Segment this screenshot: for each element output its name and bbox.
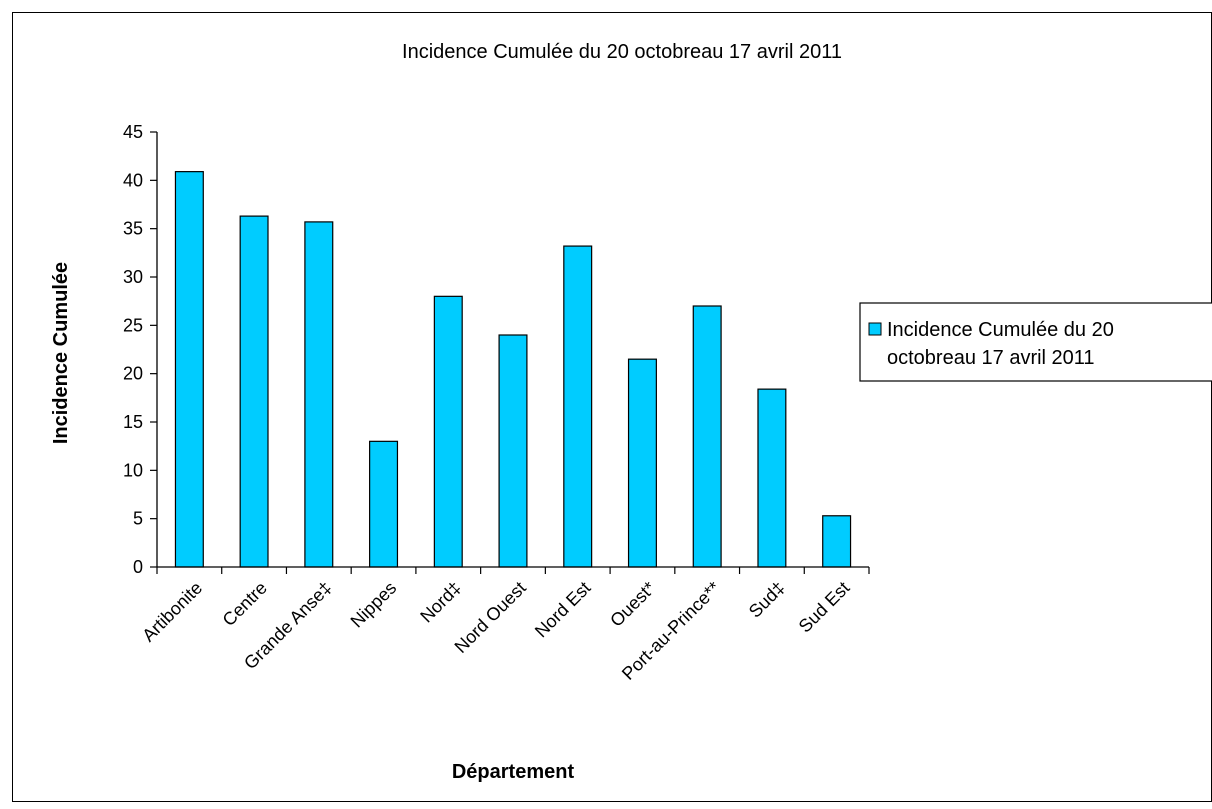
x-tick-label-6: Nord Est xyxy=(531,578,595,642)
bar-4 xyxy=(433,295,463,568)
axes-group xyxy=(150,131,870,574)
y-tick-label-0: 0 xyxy=(133,557,143,577)
legend-label-line-1: Incidence Cumulée du 20 xyxy=(887,319,1114,341)
bar-3 xyxy=(369,440,399,568)
x-axis-title: Département xyxy=(452,761,575,783)
bar-0 xyxy=(174,171,204,568)
y-tick-label-2: 10 xyxy=(123,460,143,480)
y-tick-label-5: 25 xyxy=(123,315,143,335)
y-tick-label-6: 30 xyxy=(123,267,143,287)
bar-2 xyxy=(304,221,334,568)
y-tick-labels: 0 5 10 15 20 25 30 35 40 45 xyxy=(123,122,143,577)
x-tick-label-9: Sud‡ xyxy=(745,578,789,622)
y-tick-label-8: 40 xyxy=(123,170,143,190)
bar-10 xyxy=(822,515,852,568)
bar-6 xyxy=(563,245,593,568)
legend-swatch xyxy=(868,322,882,336)
y-axis-title: Incidence Cumulée xyxy=(50,262,72,444)
chart-title: Incidence Cumulée du 20 octobreau 17 avr… xyxy=(402,41,842,63)
legend-label-line-2: octobreau 17 avril 2011 xyxy=(887,347,1095,369)
bar-9 xyxy=(757,388,787,568)
bar-1 xyxy=(239,215,269,568)
y-tick-label-1: 5 xyxy=(133,509,143,529)
bars-group xyxy=(174,171,852,568)
bar-5 xyxy=(498,334,528,568)
y-tick-label-9: 45 xyxy=(123,122,143,142)
bar-7 xyxy=(627,358,657,568)
x-tick-label-10: Sud Est xyxy=(795,578,854,637)
x-tick-label-0: Artibonite xyxy=(138,578,206,646)
x-tick-label-1: Centre xyxy=(219,578,271,630)
legend-box xyxy=(859,302,1212,382)
y-tick-label-7: 35 xyxy=(123,219,143,239)
x-tick-label-7: Ouest* xyxy=(606,578,659,631)
chart-frame xyxy=(12,12,1212,802)
x-tick-label-4: Nord‡ xyxy=(416,578,465,627)
bar-8 xyxy=(692,305,722,568)
x-tick-label-3: Nippes xyxy=(347,578,401,632)
y-tick-label-3: 15 xyxy=(123,412,143,432)
y-tick-label-4: 20 xyxy=(123,364,143,384)
legend: Incidence Cumulée du 20 octobreau 17 avr… xyxy=(859,302,1212,382)
